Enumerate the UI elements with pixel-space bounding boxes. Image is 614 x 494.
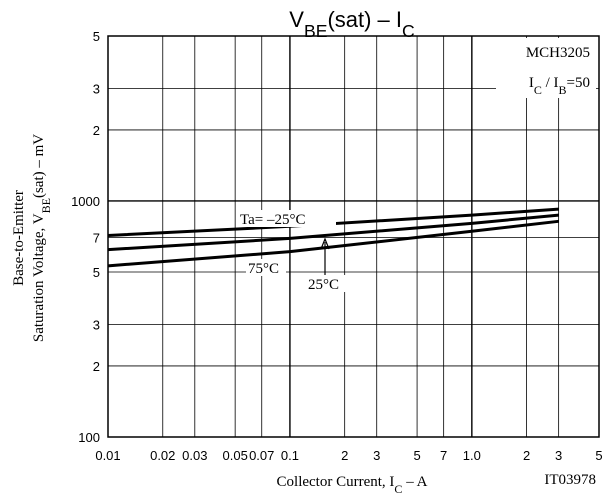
y-axis-label: Saturation Voltage, VBE(sat) – mV <box>31 134 53 342</box>
x-axis-label-part: C <box>394 482 402 494</box>
x-tick-label: 0.05 <box>223 448 248 463</box>
x-tick-label: 0.01 <box>95 448 120 463</box>
annotation: IT03978 <box>544 472 596 488</box>
y-tick-label: 5 <box>93 29 100 44</box>
x-tick-label: 1.0 <box>463 448 481 463</box>
annotation: IC / IB=50 <box>529 75 590 97</box>
y-tick-label: 100 <box>78 430 100 445</box>
x-tick-label: 0.02 <box>150 448 175 463</box>
x-tick-label: 5 <box>595 448 602 463</box>
y-tick-label: 3 <box>93 81 100 96</box>
x-tick-label: 3 <box>555 448 562 463</box>
plot-frame <box>107 35 600 438</box>
y-tick-label: 2 <box>93 359 100 374</box>
annotation-part: MCH3205 <box>526 45 590 61</box>
label-arrow-head <box>320 237 330 250</box>
y-axis-label-part: (sat) – mV <box>31 134 47 198</box>
chart-title-part: (sat) – I <box>327 7 402 32</box>
series-label: Ta= –25°C <box>240 212 306 228</box>
label-bg <box>238 210 336 227</box>
label-bg <box>246 259 286 276</box>
x-tick-label: 0.07 <box>249 448 274 463</box>
series-line <box>107 219 559 268</box>
y-axis-label-part: Base-to-Emitter <box>11 190 27 286</box>
label-bg <box>306 275 346 292</box>
y-tick-label: 7 <box>93 231 100 246</box>
series-label: 75°C <box>248 261 279 277</box>
y-tick-label: 3 <box>93 317 100 332</box>
x-tick-label: 7 <box>440 448 447 463</box>
x-tick-label: 2 <box>523 448 530 463</box>
series-line <box>107 207 559 238</box>
y-axis-label: Base-to-Emitter <box>11 190 27 286</box>
x-tick-label: 2 <box>341 448 348 463</box>
x-tick-label: 0.03 <box>182 448 207 463</box>
annotation-part: / I <box>542 75 559 91</box>
chart-title-part: C <box>402 21 415 41</box>
annotation-part: I <box>529 75 534 91</box>
x-tick-label: 3 <box>373 448 380 463</box>
annotation-bg <box>496 38 596 98</box>
annotation-part: C <box>534 83 542 97</box>
chart-title-part: BE <box>304 21 327 41</box>
x-axis-label: Collector Current, IC – A <box>277 474 428 494</box>
annotation-part: =50 <box>567 75 590 91</box>
annotation-part: B <box>559 83 567 97</box>
y-axis-label-part: Saturation Voltage, V <box>31 213 47 342</box>
x-axis-label-part: – A <box>402 474 427 490</box>
chart-title: VBE(sat) – IC <box>289 7 415 41</box>
y-tick-label: 1000 <box>71 194 100 209</box>
series-line <box>107 213 559 252</box>
chart-title-part: V <box>289 7 304 32</box>
x-tick-label: 5 <box>413 448 420 463</box>
annotation: MCH3205 <box>526 45 590 61</box>
y-tick-label: 2 <box>93 123 100 138</box>
y-tick-label: 5 <box>93 265 100 280</box>
x-tick-label: 0.1 <box>281 448 299 463</box>
series-label: 25°C <box>308 277 339 293</box>
x-axis-label-part: Collector Current, I <box>277 474 395 490</box>
y-axis-label-part: BE <box>39 198 53 213</box>
annotation-part: IT03978 <box>544 472 596 488</box>
